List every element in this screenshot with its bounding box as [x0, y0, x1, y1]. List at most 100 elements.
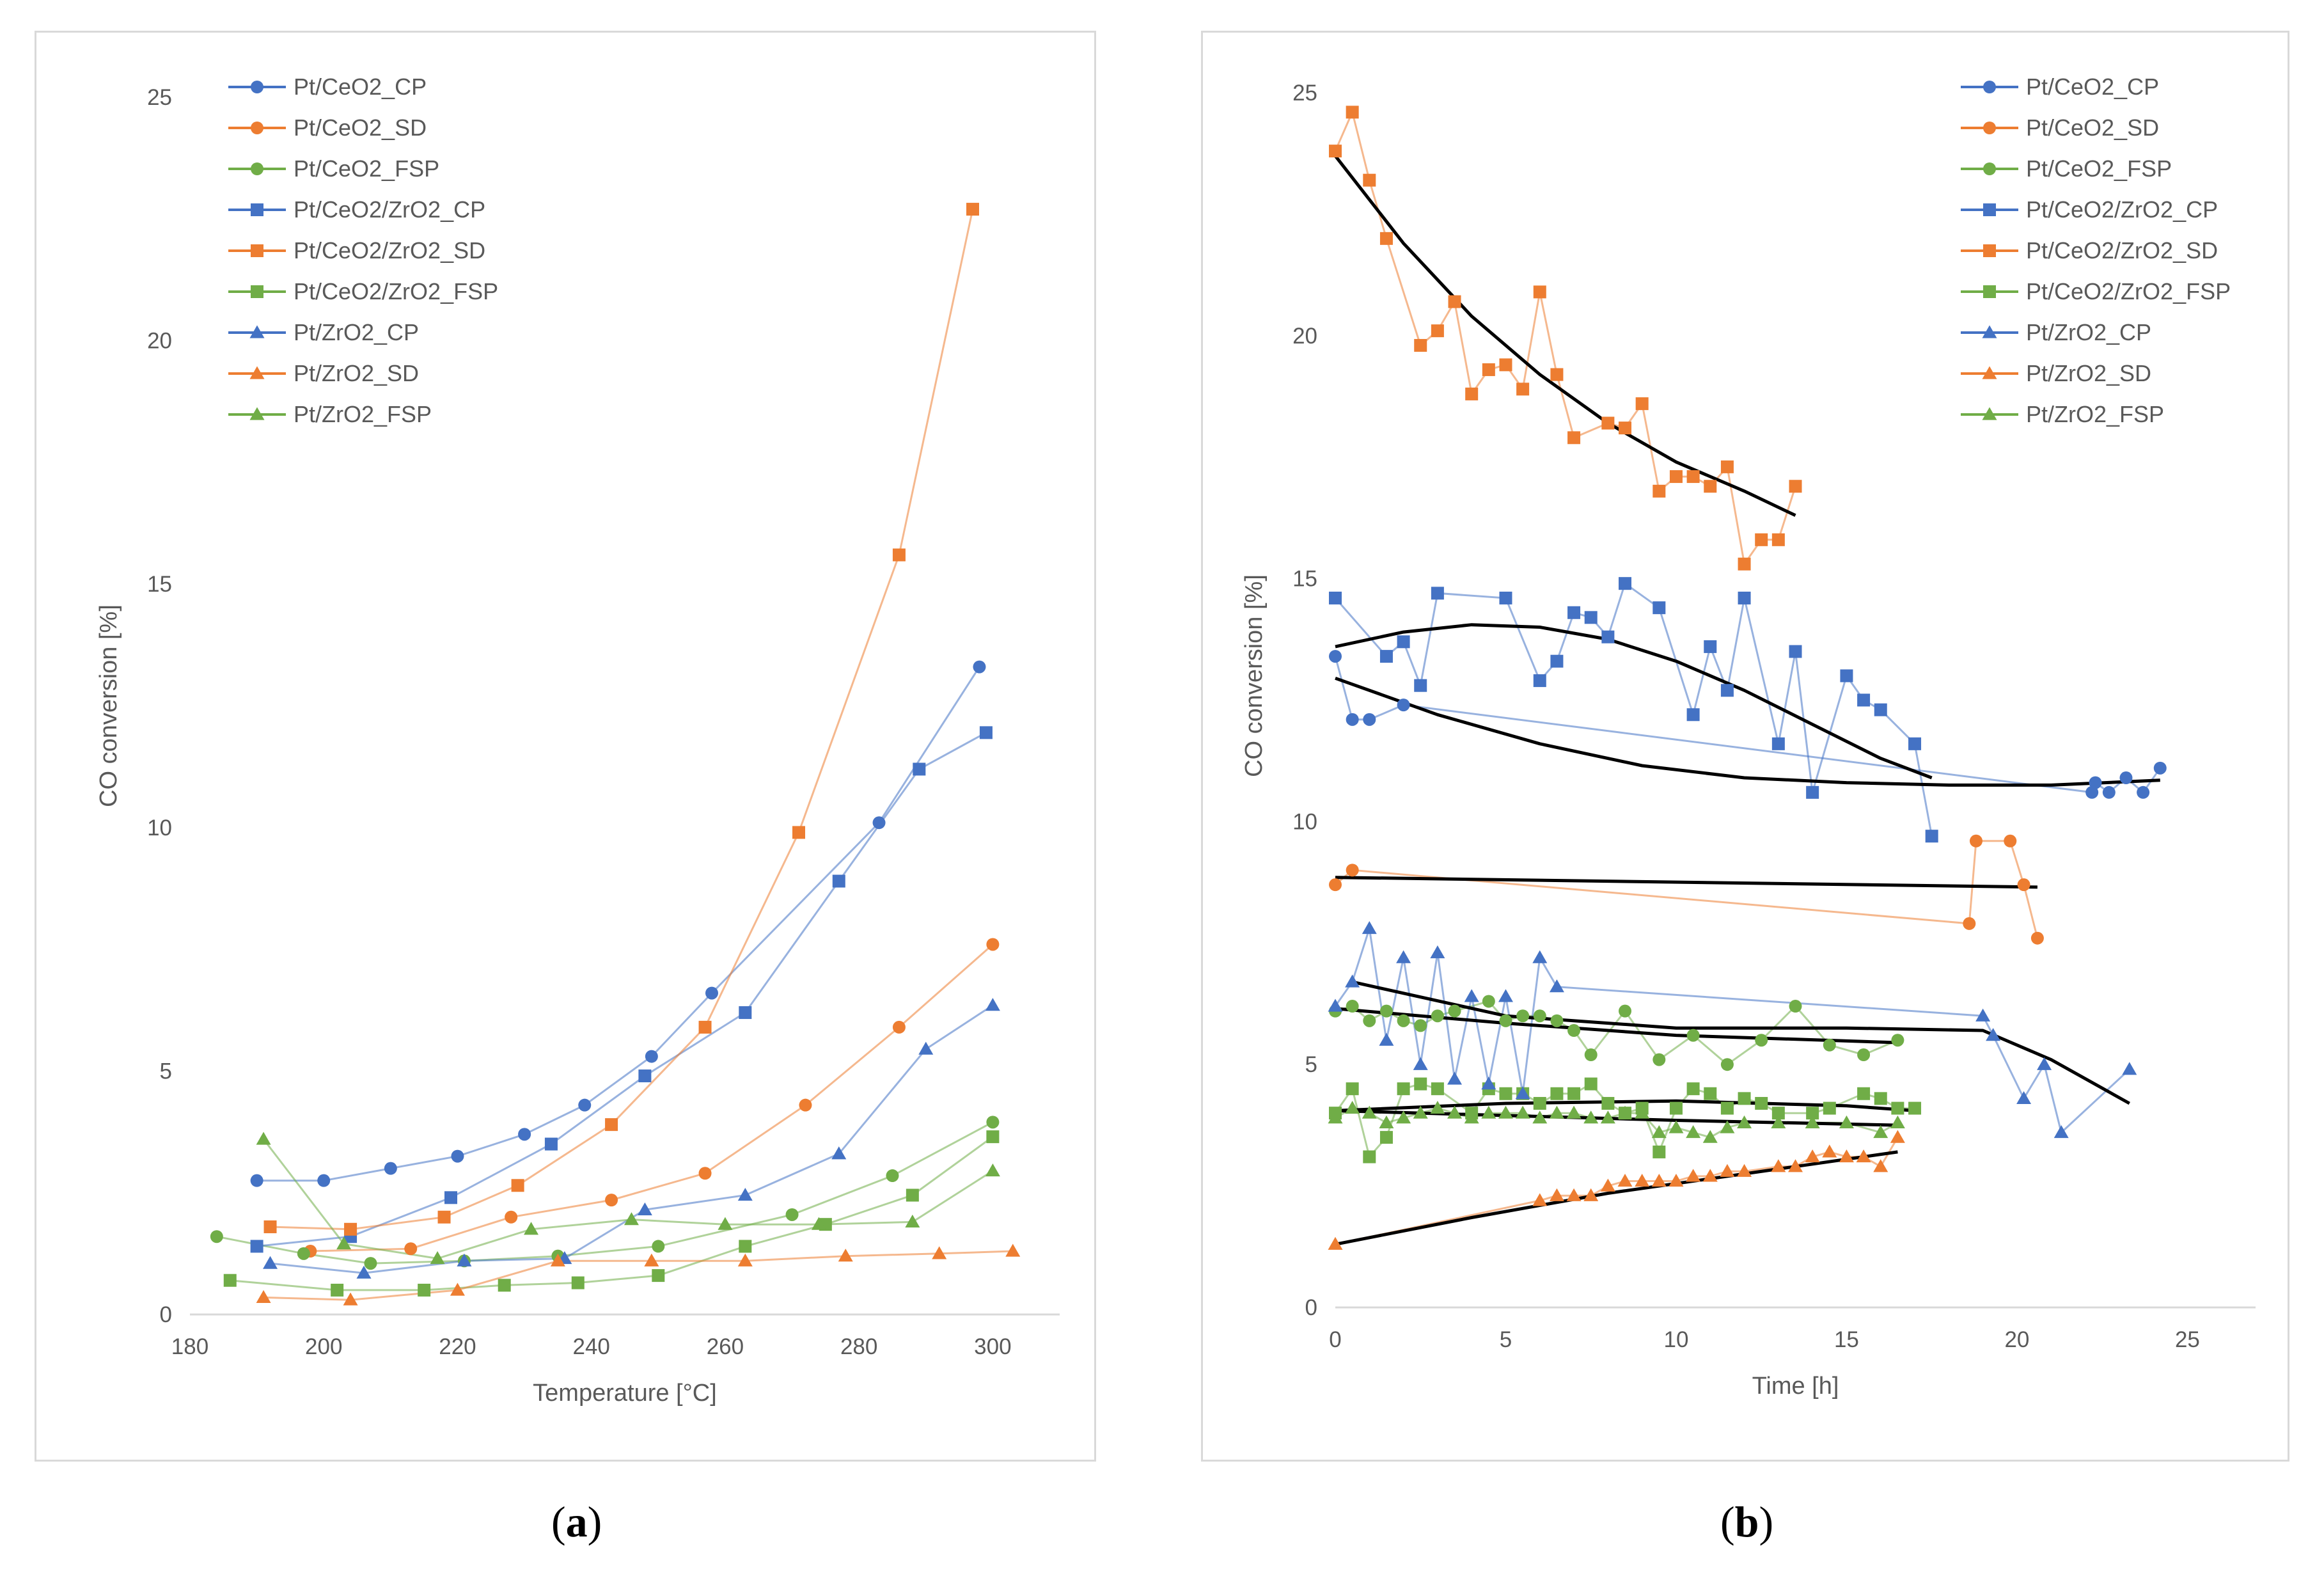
chart-a-data-point: [356, 1265, 372, 1279]
chart-b-data-point: [1686, 1169, 1701, 1182]
chart-b-data-point: [1550, 368, 1564, 381]
chart-a-data-point: [644, 1253, 659, 1266]
chart-a-data-point: [652, 1240, 665, 1253]
chart-b-data-point: [1737, 1115, 1752, 1128]
chart-b-data-point: [1583, 1110, 1599, 1124]
chart-a-data-point: [550, 1253, 565, 1266]
chart-b-data-point: [1566, 1105, 1582, 1119]
chart-b-legend-marker: [1983, 285, 1996, 298]
caption-a: (a): [551, 1497, 602, 1546]
chart-b-series-line: [1335, 840, 2039, 939]
chart-a-data-point: [905, 1214, 920, 1227]
chart-b-legend-label: Pt/CeO2/ZrO2_FSP: [2026, 278, 2231, 304]
chart-b-data-point: [1346, 106, 1359, 119]
chart-a-legend-marker: [251, 81, 263, 93]
chart-b-data-point: [1482, 363, 1495, 376]
chart-b-data-point: [1686, 708, 1700, 722]
chart-b-data-point: [1686, 1029, 1700, 1042]
chart-b-data-point: [1986, 1028, 2001, 1041]
chart-b-legend-marker: [1983, 203, 1996, 216]
chart-b-data-point: [1806, 1107, 1819, 1120]
chart-b-legend-label: Pt/CeO2_SD: [2026, 114, 2159, 141]
chart-b-y-tick-label: 20: [1292, 324, 1317, 349]
chart-b-data-point: [1822, 1144, 1837, 1158]
chart-b-data-point: [1481, 1077, 1496, 1090]
chart-b-data-point: [1891, 1101, 1904, 1115]
chart-b-data-point: [1379, 1115, 1394, 1128]
chart-a-legend-label: Pt/CeO2_FSP: [294, 155, 439, 182]
chart-b-data-point: [1329, 650, 1342, 663]
chart-a-legend-label: Pt/CeO2_CP: [294, 74, 427, 100]
chart-b-data-point: [1379, 1032, 1394, 1046]
chart-b-data-point: [1651, 1125, 1667, 1139]
chart-b-data-point: [1963, 917, 1976, 930]
chart-a-data-point: [250, 1174, 263, 1187]
chart-a-legend-marker: [249, 407, 265, 420]
chart-b-data-point: [1363, 713, 1376, 726]
chart-b-series-line: [1335, 1137, 1899, 1245]
chart-b-data-point: [1413, 1057, 1428, 1070]
chart-b-data-point: [2030, 931, 2044, 945]
chart-b-data-point: [1379, 1004, 1393, 1018]
chart-a-data-point: [336, 1236, 352, 1250]
chart-b-data-point: [2089, 776, 2102, 789]
chart-a-data-point: [872, 816, 886, 830]
chart-b-data-point: [1720, 460, 1734, 473]
chart-b-data-point: [1532, 1193, 1548, 1206]
chart-b-data-point: [1329, 878, 1342, 892]
chart-b-legend-marker: [1982, 366, 1997, 379]
chart-b-data-point: [1856, 1149, 1871, 1163]
chart-a-legend-marker: [251, 122, 263, 134]
chart-b-data-point: [1329, 145, 1342, 158]
chart-a-legend-label: Pt/ZrO2_FSP: [294, 401, 432, 427]
chart-a-data-point: [986, 938, 1000, 951]
chart-a-legend-label: Pt/CeO2_SD: [294, 114, 427, 141]
chart-b-data-point: [1363, 173, 1376, 187]
chart-b-data-point: [1583, 1188, 1599, 1201]
chart-b-series-line: [1334, 656, 2162, 794]
chart-b-data-point: [1499, 1014, 1512, 1027]
chart-b-data-point: [1414, 679, 1427, 692]
chart-a-data-point: [457, 1253, 472, 1266]
chart-b-data-point: [1771, 1107, 1785, 1120]
chart-b-legend-marker: [1982, 407, 1997, 420]
chart-a-data-point: [698, 1167, 712, 1180]
chart-b-data-point: [2037, 1057, 2052, 1070]
chart-b-data-point: [1499, 591, 1512, 604]
chart-b-data-point: [1890, 1115, 1905, 1128]
chart-a-data-point: [718, 1217, 733, 1230]
chart-b-data-point: [1363, 1150, 1376, 1164]
chart-a-data-point: [518, 1128, 531, 1141]
chart-b-data-point: [1651, 1174, 1667, 1187]
chart-b-data-point: [1653, 1053, 1666, 1066]
chart-b-data-point: [1839, 1115, 1854, 1128]
chart-a-data-point: [437, 1210, 451, 1224]
chart-b-data-point: [1969, 834, 1982, 848]
chart-b-data-point: [1464, 989, 1479, 1002]
chart-b-data-point: [1448, 295, 1461, 308]
chart-a-data-point: [404, 1242, 418, 1256]
chart-b-data-point: [1430, 1101, 1445, 1114]
chart-b-data-point: [1498, 1105, 1513, 1119]
chart-b-data-point: [1857, 1048, 1871, 1061]
chart-a-data-point: [571, 1276, 585, 1290]
chart-b-y-tick-label: 15: [1292, 567, 1317, 592]
chart-b-data-point: [1516, 1009, 1530, 1023]
chart-b-data-point: [2053, 1125, 2069, 1139]
chart-b-data-point: [2004, 834, 2017, 848]
chart-b-data-point: [1379, 650, 1393, 663]
chart-a-data-point: [739, 1006, 752, 1020]
chart-a-data-point: [832, 874, 845, 888]
chart-b-data-point: [2017, 878, 2030, 892]
chart-a-data-point: [966, 203, 979, 216]
chart-a-x-tick-label: 260: [707, 1334, 744, 1359]
caption-b-letter: b: [1734, 1497, 1759, 1546]
chart-a-data-point: [418, 1283, 431, 1297]
chart-b-data-point: [1532, 1110, 1548, 1124]
chart-b-data-point: [1499, 358, 1512, 372]
chart-b-data-point: [1635, 1105, 1650, 1119]
chart-b-data-point: [1874, 1092, 1887, 1105]
chart-b-data-point: [1346, 1000, 1359, 1013]
chart-a-data-point: [638, 1069, 652, 1083]
chart-b-data-point: [1720, 1164, 1735, 1177]
